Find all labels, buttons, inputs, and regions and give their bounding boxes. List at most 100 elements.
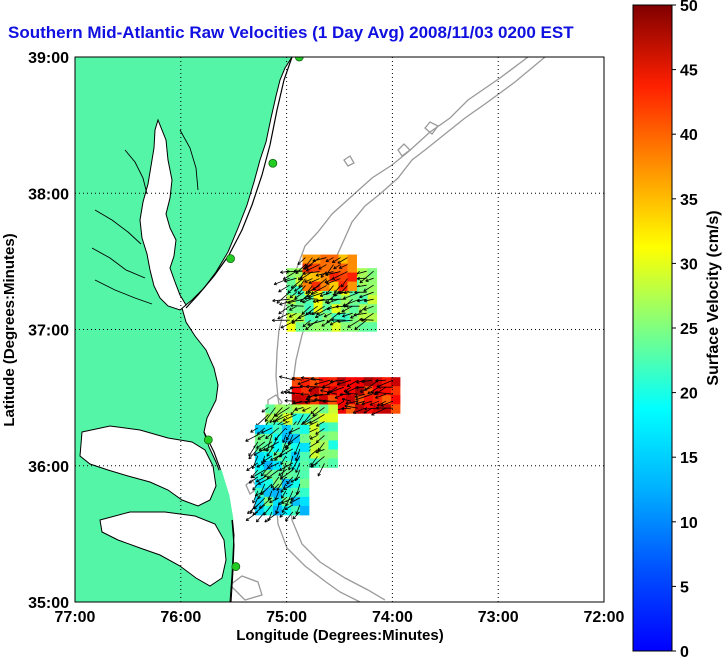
velocity-arrow — [315, 312, 325, 318]
velocity-arrow — [359, 386, 373, 393]
velocity-arrow-head — [308, 311, 312, 315]
velocity-cell — [310, 422, 320, 432]
velocity-arrow — [290, 490, 301, 501]
velocity-cell — [290, 496, 301, 507]
colorbar-tick-label: 35 — [680, 192, 698, 209]
velocity-arrow — [307, 285, 320, 293]
velocity-arrow-head — [305, 290, 309, 295]
velocity-cell — [367, 313, 378, 323]
velocity-arrow — [278, 305, 290, 315]
velocity-arrow — [290, 476, 301, 483]
velocity-arrow-head — [277, 501, 282, 506]
velocity-arrow — [252, 504, 266, 516]
velocity-arrow — [301, 377, 316, 381]
velocity-arrow — [252, 455, 259, 469]
velocity-cell — [358, 322, 369, 332]
velocity-arrow — [310, 285, 327, 295]
velocity-arrow — [282, 504, 287, 513]
map-title: Southern Mid-Atlantic Raw Velocities (1 … — [8, 23, 574, 42]
colorbar-title: Surface Velocity (cm/s) — [705, 210, 722, 385]
velocity-cell — [254, 487, 265, 498]
velocity-cell — [319, 458, 329, 468]
velocity-cell — [299, 460, 310, 471]
velocity-arrow — [305, 393, 317, 400]
velocity-arrow-head — [278, 454, 282, 458]
velocity-cell — [290, 433, 301, 444]
velocity-arrow-head — [332, 292, 336, 297]
velocity-arrow — [297, 257, 306, 265]
velocity-arrow-head — [363, 298, 368, 303]
velocity-cell — [311, 281, 321, 292]
velocity-arrow — [300, 291, 311, 303]
velocity-arrow-head — [307, 398, 311, 402]
velocity-cell — [265, 404, 275, 414]
velocity-arrow — [330, 379, 344, 383]
velocity-cell — [290, 451, 301, 462]
velocity-arrow-head — [331, 318, 335, 322]
velocity-arrow-head — [303, 266, 307, 270]
velocity-cell — [274, 404, 284, 414]
velocity-cell — [299, 424, 310, 435]
velocity-arrow-head — [279, 467, 283, 471]
velocity-cell — [263, 505, 274, 516]
velocity-arrow — [286, 476, 294, 485]
velocity-arrow-head — [337, 260, 341, 264]
velocity-cell — [313, 304, 324, 314]
velocity-arrow — [328, 386, 338, 394]
velocity-arrow — [325, 285, 334, 295]
velocity-arrow-head — [376, 402, 381, 407]
velocity-arrow — [318, 264, 327, 270]
velocity-arrow — [287, 298, 304, 304]
lat-tick-label: 37:00 — [28, 323, 69, 340]
velocity-arrow-head — [365, 278, 369, 282]
velocity-arrow-head — [363, 307, 367, 311]
velocity-arrow — [312, 407, 325, 417]
velocity-arrow-head — [374, 390, 379, 395]
velocity-arrow-head — [341, 309, 345, 313]
velocity-arrow — [280, 483, 287, 493]
velocity-arrow-head — [329, 379, 334, 384]
y-axis-title: Latitude (Degrees:Minutes) — [1, 233, 18, 426]
velocity-arrow — [286, 434, 294, 450]
velocity-arrow-head — [287, 390, 291, 395]
velocity-arrow-head — [257, 495, 261, 500]
velocity-arrow — [359, 270, 374, 284]
velocity-arrow-head — [281, 500, 285, 504]
lon-tick-label: 77:00 — [55, 609, 96, 626]
velocity-arrow-head — [326, 306, 331, 311]
velocity-arrow-head — [341, 397, 346, 402]
velocity-arrow — [345, 400, 358, 405]
velocity-arrow-head — [339, 290, 343, 295]
velocity-arrow-head — [251, 465, 256, 470]
velocity-arrow-head — [326, 281, 330, 285]
velocity-arrow — [248, 448, 259, 460]
velocity-arrow — [287, 434, 301, 445]
velocity-arrow-head — [320, 389, 324, 393]
velocity-arrow — [332, 291, 346, 296]
colorbar-tick-label: 40 — [680, 127, 698, 144]
velocity-arrow-head — [264, 519, 268, 523]
velocity-arrow-head — [251, 474, 255, 479]
velocity-arrow — [342, 312, 353, 317]
velocity-cell — [367, 286, 378, 296]
velocity-arrow-head — [314, 393, 318, 398]
velocity-arrow — [267, 462, 280, 469]
velocity-arrow-head — [339, 392, 343, 397]
latitude-tick-labels: 39:00 38:00 37:00 36:00 35:00 — [28, 50, 69, 612]
velocity-arrow — [273, 277, 290, 285]
velocity-cell — [381, 377, 392, 387]
velocity-arrow-head — [321, 323, 325, 327]
velocity-cell — [347, 254, 357, 265]
velocity-arrow-head — [359, 279, 364, 284]
velocity-arrow — [289, 305, 297, 311]
velocity-arrow — [333, 264, 341, 270]
radar-station-marker — [203, 435, 213, 445]
velocity-arrow-head — [286, 481, 290, 485]
longitude-tick-labels: 77:00 76:00 75:00 74:00 73:00 72:00 — [55, 609, 625, 626]
velocity-arrow — [279, 462, 294, 471]
velocity-arrow-head — [375, 378, 379, 383]
velocity-arrow-head — [317, 473, 321, 477]
velocity-arrow-head — [290, 412, 294, 416]
velocity-arrow — [245, 434, 259, 442]
velocity-cell — [319, 440, 329, 450]
